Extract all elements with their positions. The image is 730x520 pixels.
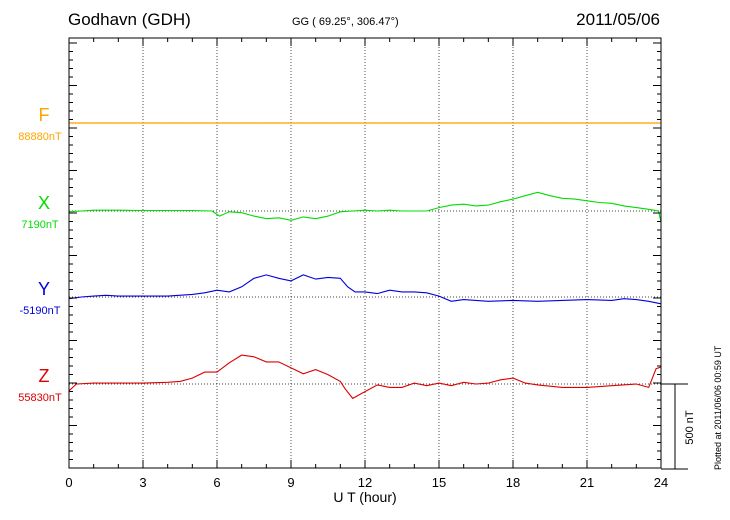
axis-ticks: 0 3 6 9 12 15 18 21 24 <box>65 38 668 490</box>
component-letter-z: Z <box>39 366 50 386</box>
component-letter-y: Y <box>38 279 50 299</box>
coordinates-label: GG ( 69.25°, 306.47°) <box>292 16 399 28</box>
component-baseline-z: 55830nT <box>18 392 62 404</box>
x-tick-label: 9 <box>287 475 294 490</box>
date-label: 2011/05/06 <box>576 10 660 29</box>
series-line-x <box>68 191 662 223</box>
x-tick-label: 12 <box>358 475 372 490</box>
x-tick-label: 18 <box>506 475 520 490</box>
component-baseline-x: 7190nT <box>21 219 59 231</box>
x-tick-label: 0 <box>65 475 72 490</box>
x-tick-label: 24 <box>654 475 668 490</box>
component-letter-x: X <box>38 193 50 213</box>
scale-bar: 500 nT <box>661 383 696 470</box>
x-tick-label: 15 <box>432 475 446 490</box>
component-labels: F 88880nT X 7190nT Y -5190nT Z 55830nT <box>18 105 62 404</box>
x-axis-title: U T (hour) <box>333 489 396 505</box>
x-tick-label: 21 <box>580 475 594 490</box>
x-tick-label: 6 <box>213 475 220 490</box>
series-line-y <box>68 274 662 305</box>
component-letter-f: F <box>39 105 50 125</box>
grid-lines <box>142 38 588 468</box>
x-tick-label: 3 <box>139 475 146 490</box>
series-lines <box>68 122 662 400</box>
scale-bar-label: 500 nT <box>684 410 696 445</box>
component-baseline-y: -5190nT <box>20 305 61 317</box>
component-baseline-f: 88880nT <box>18 131 62 143</box>
plot-frame <box>68 37 662 469</box>
series-line-z <box>68 354 662 400</box>
station-title: Godhavn (GDH) <box>68 10 191 29</box>
